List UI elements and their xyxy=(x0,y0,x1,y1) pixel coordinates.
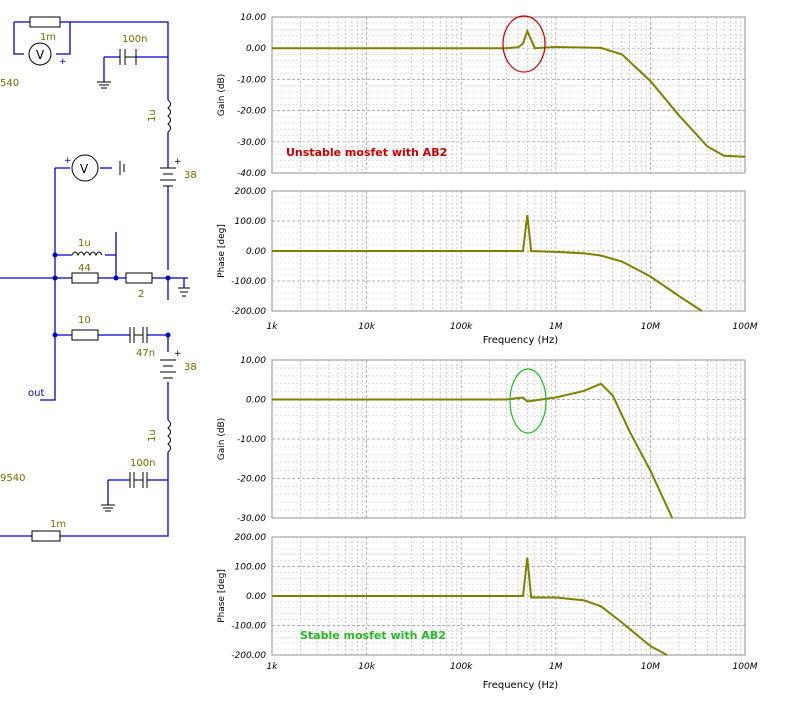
resistor-1m-top xyxy=(29,16,61,28)
meter-symbol-top: V xyxy=(36,48,45,62)
y-tick-label: -100.00 xyxy=(231,277,266,287)
x-tick-label: 1M xyxy=(549,662,563,672)
meter-symbol-mid: V xyxy=(80,162,89,176)
plus-top: + xyxy=(59,57,67,67)
voltmeter-mid xyxy=(71,154,99,182)
x-tick-label: 100M xyxy=(733,662,758,672)
y-tick-label: -10.00 xyxy=(237,75,266,85)
x-tick-label: 100k xyxy=(450,322,473,332)
label-r-10: 10 xyxy=(78,315,91,326)
x-tick-label: 100M xyxy=(733,322,758,332)
ground-mid xyxy=(119,161,125,175)
label-r-2: 2 xyxy=(138,289,144,300)
capacitor-47n xyxy=(129,327,148,343)
label-bat-top: 38 xyxy=(184,170,197,181)
ground-bottom xyxy=(101,504,115,512)
y-tick-label: 200.00 xyxy=(235,533,267,543)
y-tick-label: 100.00 xyxy=(235,563,267,573)
schematic-diagram: 1m V + 540 100n 1u + 38 V + 1u 44 2 10 xyxy=(0,16,197,542)
plot-panel-1: 10.00 0.00 -10.00 -20.00 -30.00 -40.00 Gain (d… xyxy=(217,13,746,179)
y-tick-label: -10.00 xyxy=(237,435,266,445)
x-tick-label: 1k xyxy=(267,322,279,332)
resistor-10 xyxy=(71,329,99,341)
y-tick-label: -200.00 xyxy=(231,651,266,661)
plus-mid: + xyxy=(64,156,72,166)
label-r-bot: 1m xyxy=(50,519,66,530)
inductor-mid xyxy=(71,251,103,257)
series-line xyxy=(272,214,703,312)
plot-panel-4: 200.00 100.00 0.00 -100.00 -200.00 Phase [deg… xyxy=(217,533,758,691)
y-tick-label: 0.00 xyxy=(246,396,266,406)
series-line xyxy=(272,557,668,656)
label-c-47n: 47n xyxy=(136,348,155,359)
x-tick-label: 10k xyxy=(358,662,375,672)
y-tick-label: -30.00 xyxy=(237,138,266,148)
y-tick-label: 0.00 xyxy=(246,44,266,54)
y-tick-label: 0.00 xyxy=(246,592,266,602)
y-tick-label: -20.00 xyxy=(237,107,266,117)
plot-panel-2: 200.00 100.00 0.00 -100.00 -200.00 Phase [deg… xyxy=(217,187,758,346)
plus-bat-top: + xyxy=(174,157,182,167)
x-axis-label: Frequency (Hz) xyxy=(483,335,559,346)
series-line xyxy=(272,28,746,158)
battery-bottom xyxy=(160,359,176,379)
y-tick-label: 0.00 xyxy=(246,247,266,257)
plus-bat-bot: + xyxy=(174,349,182,359)
annotation-text: Unstable mosfet with AB2 xyxy=(286,146,447,159)
y-axis-label: Gain (dB) xyxy=(217,418,227,460)
label-r-44: 44 xyxy=(78,263,91,274)
label-l-mid: 1u xyxy=(78,238,91,249)
label-out: out xyxy=(28,388,44,399)
label-bat-bot: 38 xyxy=(184,362,197,373)
x-tick-label: 1M xyxy=(549,322,563,332)
x-tick-label: 1k xyxy=(267,662,279,672)
x-tick-label: 10M xyxy=(641,662,660,672)
y-axis-label: Phase [deg] xyxy=(217,224,227,278)
x-tick-label: 10k xyxy=(358,322,375,332)
y-tick-label: -40.00 xyxy=(237,169,266,179)
y-tick-label: -30.00 xyxy=(237,514,266,524)
inductor-bottom xyxy=(167,419,171,453)
resistor-1m-bottom xyxy=(31,530,61,542)
y-axis-label: Phase [deg] xyxy=(217,569,227,623)
y-tick-label: 200.00 xyxy=(235,187,267,197)
label-part-top: 540 xyxy=(0,78,19,89)
label-part-bot: 9540 xyxy=(0,473,25,484)
y-tick-label: 10.00 xyxy=(240,356,266,366)
annotation-ellipse xyxy=(502,15,546,73)
resistor-2 xyxy=(125,272,153,284)
y-tick-label: 100.00 xyxy=(235,217,267,227)
inductor-top xyxy=(167,99,171,133)
y-tick-label: -20.00 xyxy=(237,475,266,485)
y-axis-label: Gain (dB) xyxy=(217,74,227,116)
label-l-bot: 1u xyxy=(147,429,158,442)
label-r-top: 1m xyxy=(40,32,56,43)
y-tick-label: 10.00 xyxy=(240,13,266,23)
capacitor-100n-bottom xyxy=(129,472,148,488)
plot-panel-3: 10.00 0.00 -10.00 -20.00 -30.00 Gain (dB) xyxy=(217,356,746,524)
schematic-bottom: 1u 100n 9540 1m xyxy=(0,410,171,542)
y-tick-label: -100.00 xyxy=(231,622,266,632)
annotation-ellipse xyxy=(509,368,547,434)
x-tick-label: 100k xyxy=(450,662,473,672)
schematic-top: 1m V + 540 100n 1u + 38 xyxy=(0,16,197,270)
battery-top xyxy=(160,167,176,187)
label-c-bot: 100n xyxy=(130,458,155,469)
x-axis-label: Frequency (Hz) xyxy=(483,680,559,691)
x-tick-label: 10M xyxy=(641,322,660,332)
label-c-top: 100n xyxy=(122,34,147,45)
label-l-top: 1u xyxy=(147,109,158,122)
schematic-middle: V + 1u 44 2 10 47n + 38 out xyxy=(0,154,197,410)
resistor-44 xyxy=(71,272,99,284)
annotation-text: Stable mosfet with AB2 xyxy=(300,629,446,642)
y-tick-label: -200.00 xyxy=(231,307,266,317)
series-line xyxy=(272,382,674,519)
voltmeter-top xyxy=(28,42,52,66)
